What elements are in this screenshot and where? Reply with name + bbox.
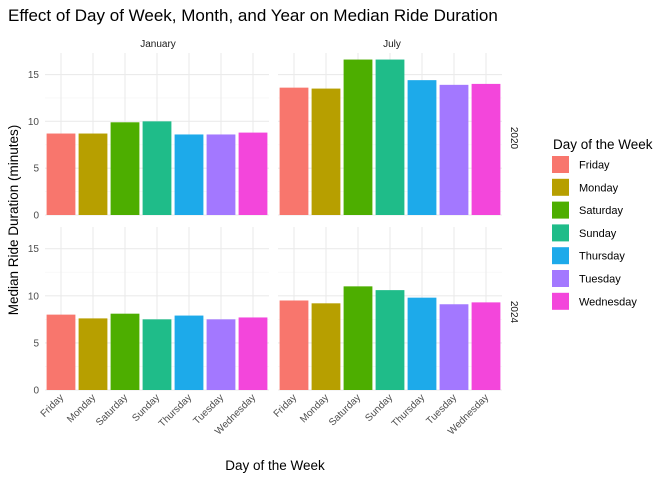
legend-label-friday: Friday <box>579 160 610 172</box>
x-tick-label-thursday: Thursday <box>390 392 427 429</box>
legend-title: Day of the Week <box>553 137 653 152</box>
legend-swatch-thursday <box>552 247 569 265</box>
x-tick-label-friday: Friday <box>39 392 66 419</box>
bar-friday-july-2024 <box>279 300 309 390</box>
facet-panels <box>45 53 502 391</box>
x-tick-label-sunday: Sunday <box>363 392 395 424</box>
bar-wednesday-january-2020 <box>238 132 268 215</box>
legend-swatch-tuesday <box>552 270 569 287</box>
legend-swatch-monday <box>552 178 569 196</box>
bar-thursday-january-2024 <box>174 315 204 390</box>
x-axis-title: Day of the Week <box>225 458 325 473</box>
bar-tuesday-july-2020 <box>439 84 469 215</box>
y-tick-label: 10 <box>28 117 40 128</box>
bar-friday-july-2020 <box>279 87 309 215</box>
bar-tuesday-july-2024 <box>439 304 469 390</box>
panel-january-2024 <box>45 227 269 391</box>
y-tick-label: 5 <box>33 164 39 175</box>
y-tick-label: 0 <box>33 386 39 397</box>
bar-saturday-january-2024 <box>110 313 140 390</box>
legend-label-monday: Monday <box>579 182 619 194</box>
x-tick-label-saturday: Saturday <box>327 392 363 428</box>
legend-swatch-sunday <box>552 224 569 242</box>
bar-monday-july-2024 <box>311 303 341 390</box>
facet-column-label-january: January <box>140 39 176 50</box>
bar-tuesday-january-2020 <box>206 134 236 215</box>
bar-sunday-january-2020 <box>142 121 172 215</box>
facet-row-label-2020: 2020 <box>508 127 519 150</box>
y-tick-label: 15 <box>28 70 40 81</box>
legend-label-sunday: Sunday <box>579 228 617 240</box>
y-tick-label: 10 <box>28 291 40 302</box>
chart-title: Effect of Day of Week, Month, and Year o… <box>8 6 498 25</box>
bar-tuesday-january-2024 <box>206 319 236 390</box>
x-tick-label-friday: Friday <box>272 392 299 419</box>
legend-label-tuesday: Tuesday <box>579 274 621 286</box>
legend-swatch-wednesday <box>552 292 569 310</box>
legend: Day of the Week Friday Monday Saturday Sund… <box>552 137 653 310</box>
facet-row-label-2024: 2024 <box>508 301 519 324</box>
bar-saturday-july-2020 <box>343 59 373 215</box>
bar-saturday-january-2020 <box>110 122 140 215</box>
y-axis-title: Median Ride Duration (minutes) <box>6 125 21 316</box>
y-axis-ticks: 0 5 10 15 0 5 10 15 <box>28 70 40 396</box>
panel-july-2020 <box>278 53 502 216</box>
bar-wednesday-july-2024 <box>471 302 501 390</box>
legend-swatch-saturday <box>552 201 569 219</box>
legend-label-thursday: Thursday <box>579 251 625 263</box>
bar-sunday-july-2020 <box>375 59 405 215</box>
bar-sunday-january-2024 <box>142 319 172 390</box>
y-tick-label: 15 <box>28 244 40 255</box>
bar-monday-january-2020 <box>78 133 108 215</box>
bar-wednesday-january-2024 <box>238 317 268 390</box>
facet-column-label-july: July <box>383 39 401 50</box>
panel-january-2020 <box>45 53 269 216</box>
legend-swatch-friday <box>552 156 569 173</box>
bar-thursday-january-2020 <box>174 134 204 215</box>
bar-monday-july-2020 <box>311 88 341 215</box>
x-tick-label-thursday: Thursday <box>157 392 194 429</box>
y-tick-label: 5 <box>33 338 39 349</box>
x-tick-label-sunday: Sunday <box>130 392 162 424</box>
y-tick-label: 0 <box>33 211 39 222</box>
bar-thursday-july-2020 <box>407 80 437 215</box>
panel-july-2024 <box>278 227 502 391</box>
bar-friday-january-2024 <box>46 314 76 390</box>
legend-label-saturday: Saturday <box>579 205 624 217</box>
bar-wednesday-july-2020 <box>471 83 501 215</box>
bar-thursday-july-2024 <box>407 297 437 390</box>
x-tick-label-saturday: Saturday <box>94 392 130 428</box>
legend-label-wednesday: Wednesday <box>579 296 637 308</box>
bar-sunday-july-2024 <box>375 290 405 390</box>
bar-friday-january-2020 <box>46 133 76 215</box>
bar-monday-january-2024 <box>78 318 108 390</box>
bar-saturday-july-2024 <box>343 286 373 390</box>
